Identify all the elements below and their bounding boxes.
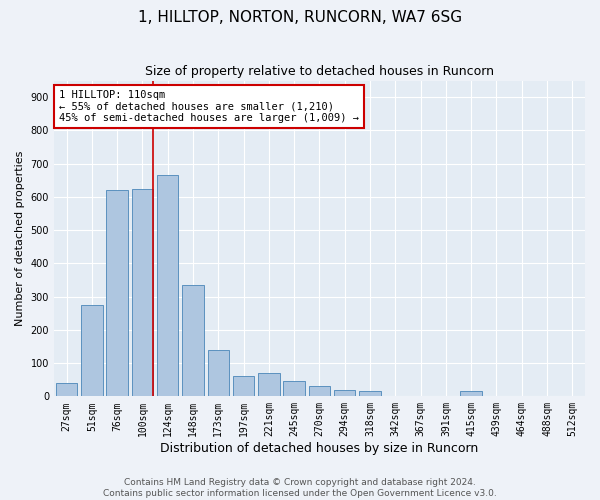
Bar: [157, 176, 178, 396]
Bar: [334, 390, 355, 396]
Bar: [258, 373, 280, 396]
Bar: [56, 383, 77, 396]
Bar: [131, 188, 153, 396]
Bar: [81, 305, 103, 396]
Text: 1, HILLTOP, NORTON, RUNCORN, WA7 6SG: 1, HILLTOP, NORTON, RUNCORN, WA7 6SG: [138, 10, 462, 25]
Bar: [283, 382, 305, 396]
Text: 1 HILLTOP: 110sqm
← 55% of detached houses are smaller (1,210)
45% of semi-detac: 1 HILLTOP: 110sqm ← 55% of detached hous…: [59, 90, 359, 123]
Bar: [233, 376, 254, 396]
Title: Size of property relative to detached houses in Runcorn: Size of property relative to detached ho…: [145, 65, 494, 78]
Bar: [208, 350, 229, 397]
Bar: [182, 285, 204, 397]
Bar: [359, 392, 381, 396]
X-axis label: Distribution of detached houses by size in Runcorn: Distribution of detached houses by size …: [160, 442, 479, 455]
Text: Contains HM Land Registry data © Crown copyright and database right 2024.
Contai: Contains HM Land Registry data © Crown c…: [103, 478, 497, 498]
Bar: [309, 386, 330, 396]
Y-axis label: Number of detached properties: Number of detached properties: [15, 151, 25, 326]
Bar: [106, 190, 128, 396]
Bar: [460, 392, 482, 396]
